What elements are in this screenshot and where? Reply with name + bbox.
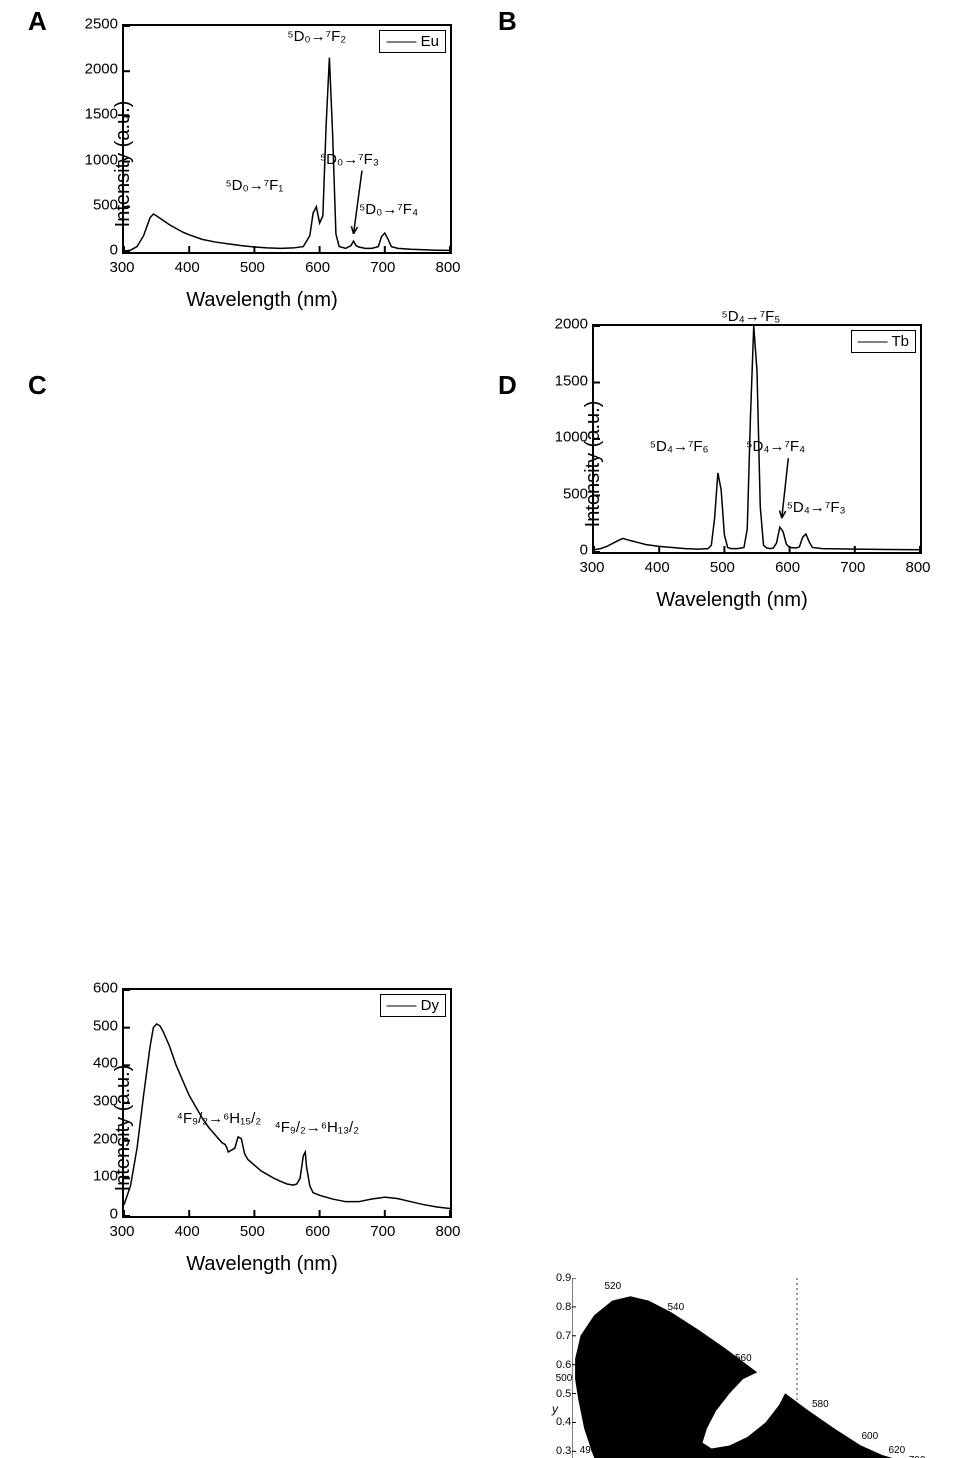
xtick: 800 <box>905 559 930 576</box>
nm-label: 620 <box>889 1445 906 1456</box>
ytick: 0 <box>82 1206 118 1223</box>
xlabel-a: Wavelength (nm) <box>52 289 472 312</box>
xtick: 400 <box>175 259 200 276</box>
ytick: 0.5 <box>556 1388 570 1400</box>
plot-area-c <box>122 988 452 1218</box>
panel-label-c: C <box>28 370 47 401</box>
nm-label: 580 <box>812 1399 829 1410</box>
panel-label-d: D <box>498 370 517 401</box>
xtick: 700 <box>370 1223 395 1240</box>
nm-label: 520 <box>605 1281 622 1292</box>
ytick: 200 <box>82 1130 118 1147</box>
peak-annotation: ⁵D₄→⁷F₃ <box>787 499 846 516</box>
plot-area-a <box>122 24 452 254</box>
xtick: 300 <box>109 1223 134 1240</box>
ytick: 0.9 <box>556 1272 570 1284</box>
nm-label: 540 <box>668 1302 685 1313</box>
ytick: 0 <box>82 242 118 259</box>
xtick: 700 <box>370 259 395 276</box>
nm-label: 500 <box>556 1373 573 1384</box>
xtick: 700 <box>840 559 865 576</box>
legend-c: —— Dy <box>380 994 447 1017</box>
ytick: 0.8 <box>556 1301 570 1313</box>
nm-label: 600 <box>862 1431 879 1442</box>
ytick: 1500 <box>82 106 118 123</box>
ytick: 500 <box>82 1017 118 1034</box>
peak-annotation: ⁵D₀→⁷F₃ <box>320 151 379 168</box>
ytick: 2000 <box>552 316 588 333</box>
xtick: 600 <box>305 1223 330 1240</box>
chart-tb: Intensity (a.u.) Wavelength (nm) —— Tb 3… <box>522 314 942 614</box>
nm-label: 490 <box>580 1445 597 1456</box>
xlabel-b: Wavelength (nm) <box>522 589 942 612</box>
peak-annotation: ⁵D₀→⁷F₂ <box>287 28 346 45</box>
ytick: 2500 <box>82 16 118 33</box>
ytick: 0 <box>552 542 588 559</box>
ytick: 0.4 <box>556 1416 570 1428</box>
ytick: 1000 <box>82 151 118 168</box>
ytick: 100 <box>82 1168 118 1185</box>
ytick: 400 <box>82 1055 118 1072</box>
peak-annotation: ⁵D₄→⁷F₄ <box>746 438 805 455</box>
xtick: 500 <box>710 559 735 576</box>
legend-a: —— Eu <box>379 30 446 53</box>
xtick: 600 <box>305 259 330 276</box>
nm-label: 700 <box>909 1455 926 1458</box>
legend-b: —— Tb <box>851 330 916 353</box>
nm-label: 560 <box>735 1353 752 1364</box>
xtick: 300 <box>109 259 134 276</box>
xtick: 500 <box>240 259 265 276</box>
xtick: 800 <box>435 259 460 276</box>
ylabel-b: Intensity (a.u.) <box>582 401 605 528</box>
xlabel-c: Wavelength (nm) <box>52 1253 472 1276</box>
ytick: 600 <box>82 980 118 997</box>
ytick: 2000 <box>82 61 118 78</box>
xtick: 500 <box>240 1223 265 1240</box>
panel-label-a: A <box>28 6 47 37</box>
peak-annotation: ⁴F₉/₂→⁶H₁₃/₂ <box>274 1119 359 1136</box>
ytick: 0.7 <box>556 1330 570 1342</box>
ytick: 500 <box>82 196 118 213</box>
ytick: 1000 <box>552 429 588 446</box>
cie-diagram: 0.00.10.20.30.40.50.60.70.80.00.10.20.30… <box>522 1278 942 1458</box>
ytick: 0.6 <box>556 1359 570 1371</box>
xtick: 400 <box>645 559 670 576</box>
xtick: 800 <box>435 1223 460 1240</box>
ylabel-d: y <box>552 1402 558 1416</box>
chart-eu: Intensity (a.u.) Wavelength (nm) —— Eu 3… <box>52 14 472 314</box>
peak-annotation: ⁵D₄→⁷F₆ <box>650 438 709 455</box>
peak-annotation: ⁵D₀→⁷F₄ <box>359 201 418 218</box>
peak-annotation: ⁵D₀→⁷F₁ <box>225 177 283 194</box>
ytick: 1500 <box>552 372 588 389</box>
panel-label-b: B <box>498 6 517 37</box>
ytick: 0.3 <box>556 1445 570 1457</box>
peak-annotation: ⁵D₄→⁷F₅ <box>722 308 781 325</box>
ytick: 500 <box>552 485 588 502</box>
xtick: 400 <box>175 1223 200 1240</box>
xtick: 300 <box>579 559 604 576</box>
ytick: 300 <box>82 1093 118 1110</box>
peak-annotation: ⁴F₉/₂→⁶H₁₅/₂ <box>177 1110 262 1127</box>
xtick: 600 <box>775 559 800 576</box>
chart-dy: Intensity (a.u.) Wavelength (nm) —— Dy 3… <box>52 978 472 1278</box>
